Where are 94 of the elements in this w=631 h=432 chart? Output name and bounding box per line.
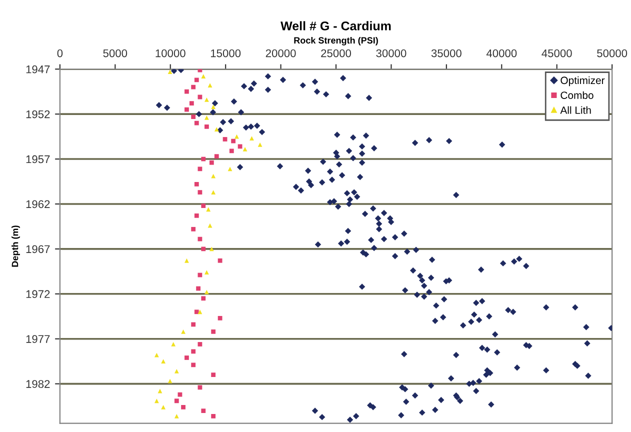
point <box>184 89 189 94</box>
point <box>198 385 202 390</box>
point <box>191 226 196 232</box>
point <box>184 258 189 263</box>
y-tick-label: 1972 <box>26 290 50 298</box>
point <box>161 404 166 410</box>
point <box>196 286 201 291</box>
point <box>211 372 216 378</box>
point <box>238 144 242 149</box>
point <box>201 408 206 413</box>
point <box>222 137 228 142</box>
y-tick-label: 1967 <box>26 245 50 254</box>
point <box>204 270 209 275</box>
point <box>168 378 172 384</box>
x-axis-title: Rock Strength (PSI) <box>294 36 378 46</box>
point <box>154 398 159 404</box>
point <box>189 101 194 106</box>
point <box>194 310 199 314</box>
x-tick-label: 40000 <box>486 49 517 58</box>
x-tick-label: 30000 <box>376 49 406 58</box>
point <box>191 362 196 368</box>
point <box>201 156 206 162</box>
point <box>201 204 206 208</box>
x-tick-label: 25000 <box>321 49 352 58</box>
point <box>208 223 212 228</box>
point <box>191 84 196 90</box>
point <box>209 246 214 252</box>
y-tick-label: 1952 <box>26 110 50 118</box>
point <box>229 148 234 154</box>
point <box>194 213 199 218</box>
point <box>154 352 159 358</box>
point <box>250 136 254 141</box>
point <box>194 120 199 126</box>
point <box>178 392 182 397</box>
point <box>204 97 209 102</box>
x-tick-label: 50000 <box>597 49 628 58</box>
x-tick-label: 35000 <box>431 49 462 58</box>
point <box>174 414 179 418</box>
x-tick-label: 0 <box>57 49 63 58</box>
point <box>181 404 186 410</box>
point <box>211 174 216 178</box>
point <box>218 316 222 320</box>
point <box>209 160 214 165</box>
point <box>198 310 202 314</box>
point <box>228 166 232 172</box>
point <box>204 124 209 129</box>
point <box>194 78 199 82</box>
point <box>184 107 189 112</box>
point <box>211 104 216 110</box>
point <box>211 414 216 418</box>
point <box>168 70 172 74</box>
point <box>214 154 219 159</box>
x-tick-label: 20000 <box>266 49 296 58</box>
point <box>201 74 206 79</box>
point <box>198 190 202 194</box>
point <box>191 322 196 327</box>
point <box>201 246 206 252</box>
point <box>194 182 199 186</box>
y-tick-label: 1977 <box>26 335 50 343</box>
point <box>184 356 189 360</box>
point <box>211 329 216 334</box>
y-axis-title: Depth (m) <box>12 226 20 267</box>
point <box>161 359 166 364</box>
point <box>171 342 176 346</box>
point <box>201 296 206 301</box>
y-tick-label: 1982 <box>26 380 50 388</box>
x-tick-label: 10000 <box>156 49 186 58</box>
point <box>211 190 216 194</box>
point <box>191 114 196 119</box>
point <box>181 329 186 334</box>
legend-label: All Lith <box>560 106 591 114</box>
point <box>208 83 212 88</box>
y-tick-label: 1962 <box>26 200 50 208</box>
point <box>198 166 202 172</box>
y-tick-label: 1957 <box>26 155 50 164</box>
point <box>174 369 179 374</box>
point <box>198 342 202 346</box>
point <box>218 258 222 263</box>
x-tick-label: 45000 <box>542 49 572 58</box>
point <box>214 127 219 132</box>
y-tick-label: 1947 <box>26 65 50 74</box>
x-tick-label: 15000 <box>210 49 241 58</box>
x-tick-label: 5000 <box>103 49 128 58</box>
point <box>258 142 262 147</box>
point <box>174 398 179 404</box>
point <box>204 290 209 294</box>
point <box>191 349 196 354</box>
point <box>242 146 248 152</box>
point <box>204 115 209 120</box>
point <box>231 138 236 144</box>
legend-label: Combo <box>560 91 594 99</box>
point <box>206 207 211 212</box>
chart-title: Well # G - Cardium <box>280 21 391 30</box>
legend-label: Optimizer <box>560 76 605 86</box>
